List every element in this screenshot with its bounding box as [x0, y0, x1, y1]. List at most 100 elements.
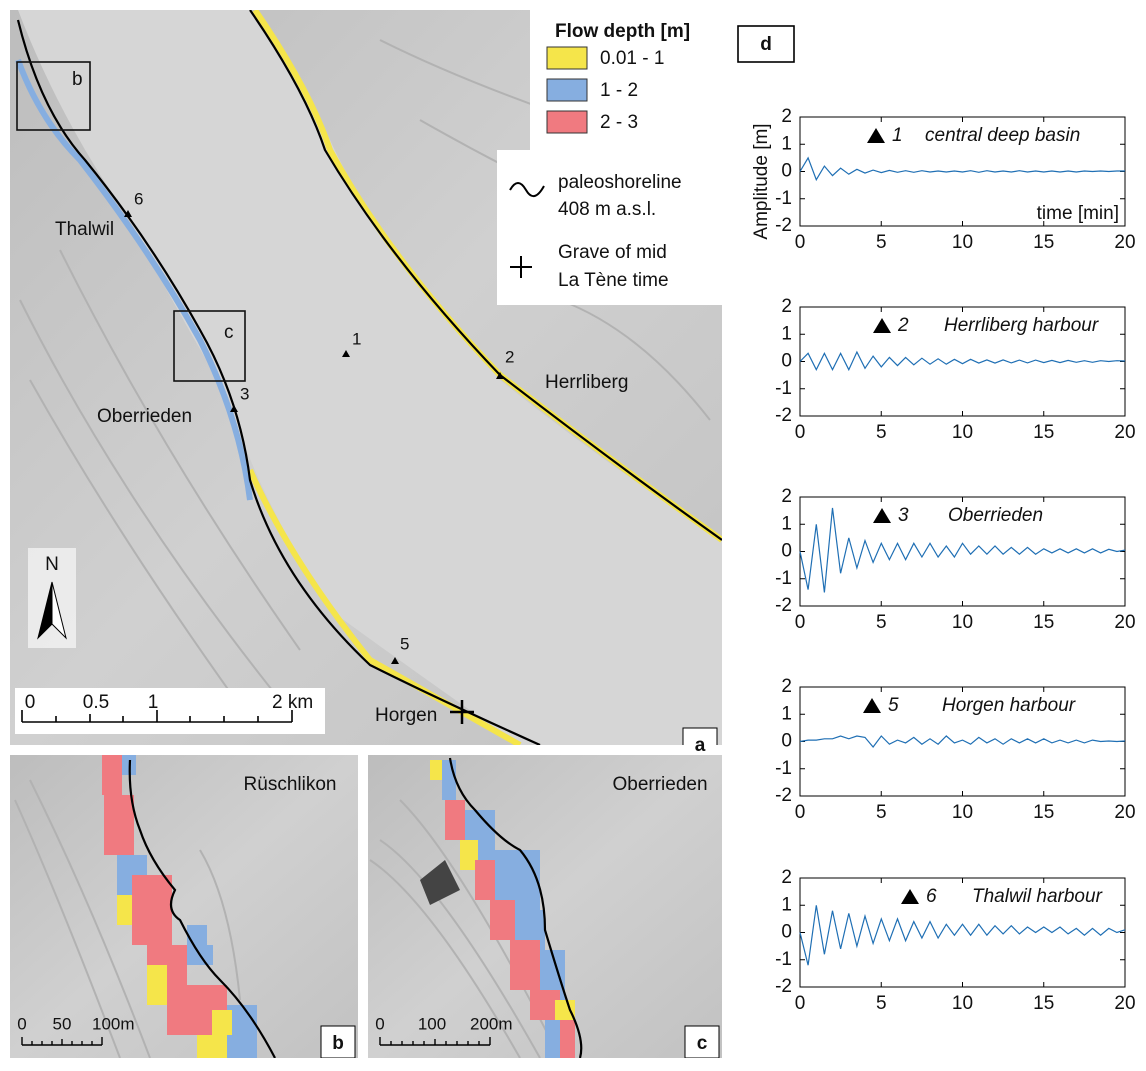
- y-tick-label: -2: [775, 976, 792, 997]
- x-tick-label: 20: [1114, 993, 1135, 1014]
- y-tick-label: 2: [781, 676, 792, 697]
- place-label: Thalwil: [55, 219, 114, 240]
- panel-label: d: [760, 34, 772, 55]
- scale-label: 50: [53, 1014, 72, 1033]
- place-label: Rüschlikon: [244, 774, 337, 795]
- panel-label: b: [332, 1033, 344, 1054]
- station-marker: [867, 128, 885, 143]
- panel-label: c: [697, 1033, 708, 1054]
- x-tick-label: 15: [1033, 993, 1054, 1014]
- chart-title: central deep basin: [925, 125, 1080, 146]
- y-tick-label: -2: [775, 215, 792, 236]
- station-label: 2: [897, 315, 909, 336]
- series-line: [800, 905, 1125, 965]
- x-tick-label: 15: [1033, 422, 1054, 443]
- x-tick-label: 5: [876, 802, 887, 823]
- x-tick-label: 20: [1114, 802, 1135, 823]
- station-marker: [901, 889, 919, 904]
- y-tick-label: -1: [775, 568, 792, 589]
- y-tick-label: 2: [781, 296, 792, 317]
- y-tick-label: 2: [781, 867, 792, 888]
- map-c: Oberrieden 0 100 200m: [368, 755, 722, 1058]
- y-tick-label: -1: [775, 378, 792, 399]
- x-tick-label: 0: [795, 232, 806, 253]
- inset-label: c: [224, 322, 234, 343]
- y-tick-label: 0: [781, 731, 792, 752]
- station-marker: [873, 318, 891, 333]
- scale-label: 100: [418, 1014, 446, 1033]
- series-line: [800, 736, 1125, 747]
- x-tick-label: 10: [952, 612, 973, 633]
- x-tick-label: 0: [795, 422, 806, 443]
- legend-label: Grave of mid: [558, 242, 667, 263]
- station-marker: [863, 698, 881, 713]
- legend-swatch: [547, 111, 587, 133]
- x-tick-label: 10: [952, 993, 973, 1014]
- station-marker: [873, 508, 891, 523]
- station-label: 1: [892, 125, 903, 146]
- x-tick-label: 10: [952, 802, 973, 823]
- x-tick-label: 5: [876, 422, 887, 443]
- scale-label: 0.5: [83, 692, 109, 713]
- station-label: 6: [926, 886, 937, 907]
- station-label: 3: [898, 505, 909, 526]
- x-tick-label: 10: [952, 232, 973, 253]
- x-tick-label: 0: [795, 802, 806, 823]
- y-tick-label: 1: [781, 513, 792, 534]
- y-tick-label: -1: [775, 758, 792, 779]
- place-label: Oberrieden: [97, 406, 192, 427]
- x-tick-label: 0: [795, 612, 806, 633]
- figure: b c 1 2 3 5 6 Thalwil Herrliberg Oberrie…: [0, 0, 1146, 1066]
- body: {"map": { "legend_title": "Flow depth [m…: [0, 0, 1146, 1066]
- station-label: 5: [400, 634, 409, 653]
- legend-label: 0.01 - 1: [600, 48, 664, 69]
- scale-label: 0: [375, 1014, 384, 1033]
- scale-label: 1: [148, 692, 159, 713]
- inset-label: b: [72, 69, 83, 90]
- place-label: Oberrieden: [612, 774, 707, 795]
- chart-title: Horgen harbour: [942, 695, 1076, 716]
- x-tick-label: 20: [1114, 422, 1135, 443]
- x-tick-label: 20: [1114, 232, 1135, 253]
- x-tick-label: 5: [876, 993, 887, 1014]
- station-label: 6: [134, 189, 143, 208]
- y-tick-label: 1: [781, 703, 792, 724]
- x-tick-label: 15: [1033, 802, 1054, 823]
- y-tick-label: 2: [781, 486, 792, 507]
- x-tick-label: 20: [1114, 612, 1135, 633]
- x-tick-label: 0: [795, 993, 806, 1014]
- y-tick-label: -2: [775, 595, 792, 616]
- map-a: b c 1 2 3 5 6 Thalwil Herrliberg Oberrie…: [10, 10, 722, 762]
- north-label: N: [45, 554, 59, 575]
- chart-title: Herrliberg harbour: [944, 315, 1099, 336]
- legend-label: 408 m a.s.l.: [558, 199, 656, 220]
- page: Flow depth and wave amplitude body { mar…: [0, 0, 1146, 1066]
- station-label: 2: [505, 347, 514, 366]
- chart-title: Oberrieden: [948, 505, 1043, 526]
- y-tick-label: 1: [781, 323, 792, 344]
- x-tick-label: 10: [952, 422, 973, 443]
- chart-title: Thalwil harbour: [972, 886, 1103, 907]
- y-tick-label: 1: [781, 133, 792, 154]
- scale-label: 100m: [92, 1014, 135, 1033]
- y-axis-label: Amplitude [m]: [751, 123, 772, 239]
- y-tick-label: -1: [775, 949, 792, 970]
- station-label: 3: [240, 384, 249, 403]
- place-label: Horgen: [375, 705, 437, 726]
- x-tick-label: 15: [1033, 232, 1054, 253]
- x-tick-label: 5: [876, 232, 887, 253]
- series-line: [800, 352, 1125, 370]
- legend-title: Flow depth [m]: [555, 21, 690, 42]
- y-tick-label: -2: [775, 405, 792, 426]
- station-label: 1: [352, 329, 361, 348]
- legend-label: La Tène time: [558, 270, 669, 291]
- station-label: 5: [888, 695, 899, 716]
- annotation: time [min]: [1037, 203, 1119, 224]
- x-tick-label: 5: [876, 612, 887, 633]
- legend-label: 2 - 3: [600, 112, 638, 133]
- y-tick-label: 1: [781, 894, 792, 915]
- y-tick-label: 0: [781, 161, 792, 182]
- scale-label: 2 km: [272, 692, 313, 713]
- scale-label: 200m: [470, 1014, 513, 1033]
